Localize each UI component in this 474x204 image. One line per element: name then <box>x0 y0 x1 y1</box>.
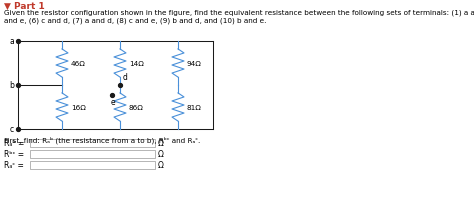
Bar <box>30 139 155 147</box>
Bar <box>30 161 155 169</box>
Text: 16Ω: 16Ω <box>71 104 86 110</box>
Text: 46Ω: 46Ω <box>71 61 86 67</box>
Text: Ω: Ω <box>158 150 164 159</box>
Text: Ω: Ω <box>158 161 164 170</box>
Text: 86Ω: 86Ω <box>129 104 144 110</box>
Bar <box>30 150 155 158</box>
Text: First, find: Rₐᵇ (the resistance from a to b), Rᵇᶜ and Rₐᶜ.: First, find: Rₐᵇ (the resistance from a … <box>4 136 200 144</box>
Text: b: b <box>9 81 14 90</box>
Text: Rₐᶜ =: Rₐᶜ = <box>4 161 24 170</box>
Text: 94Ω: 94Ω <box>187 61 202 67</box>
Text: 81Ω: 81Ω <box>187 104 202 110</box>
Text: d: d <box>123 73 128 82</box>
Text: a: a <box>9 37 14 46</box>
Text: Rᵇᶜ =: Rᵇᶜ = <box>4 150 24 159</box>
Text: c: c <box>10 125 14 134</box>
Text: Rₐᵇ =: Rₐᵇ = <box>4 139 24 148</box>
Text: Ω: Ω <box>158 139 164 148</box>
Text: ▼ Part 1: ▼ Part 1 <box>4 2 45 11</box>
Text: 14Ω: 14Ω <box>129 61 144 67</box>
Text: e: e <box>111 98 116 106</box>
Text: Given the resistor configuration shown in the figure, find the equivalent resist: Given the resistor configuration shown i… <box>4 10 474 16</box>
Text: and e, (6) c and d, (7) a and d, (8) c and e, (9) b and d, and (10) b and e.: and e, (6) c and d, (7) a and d, (8) c a… <box>4 17 266 23</box>
